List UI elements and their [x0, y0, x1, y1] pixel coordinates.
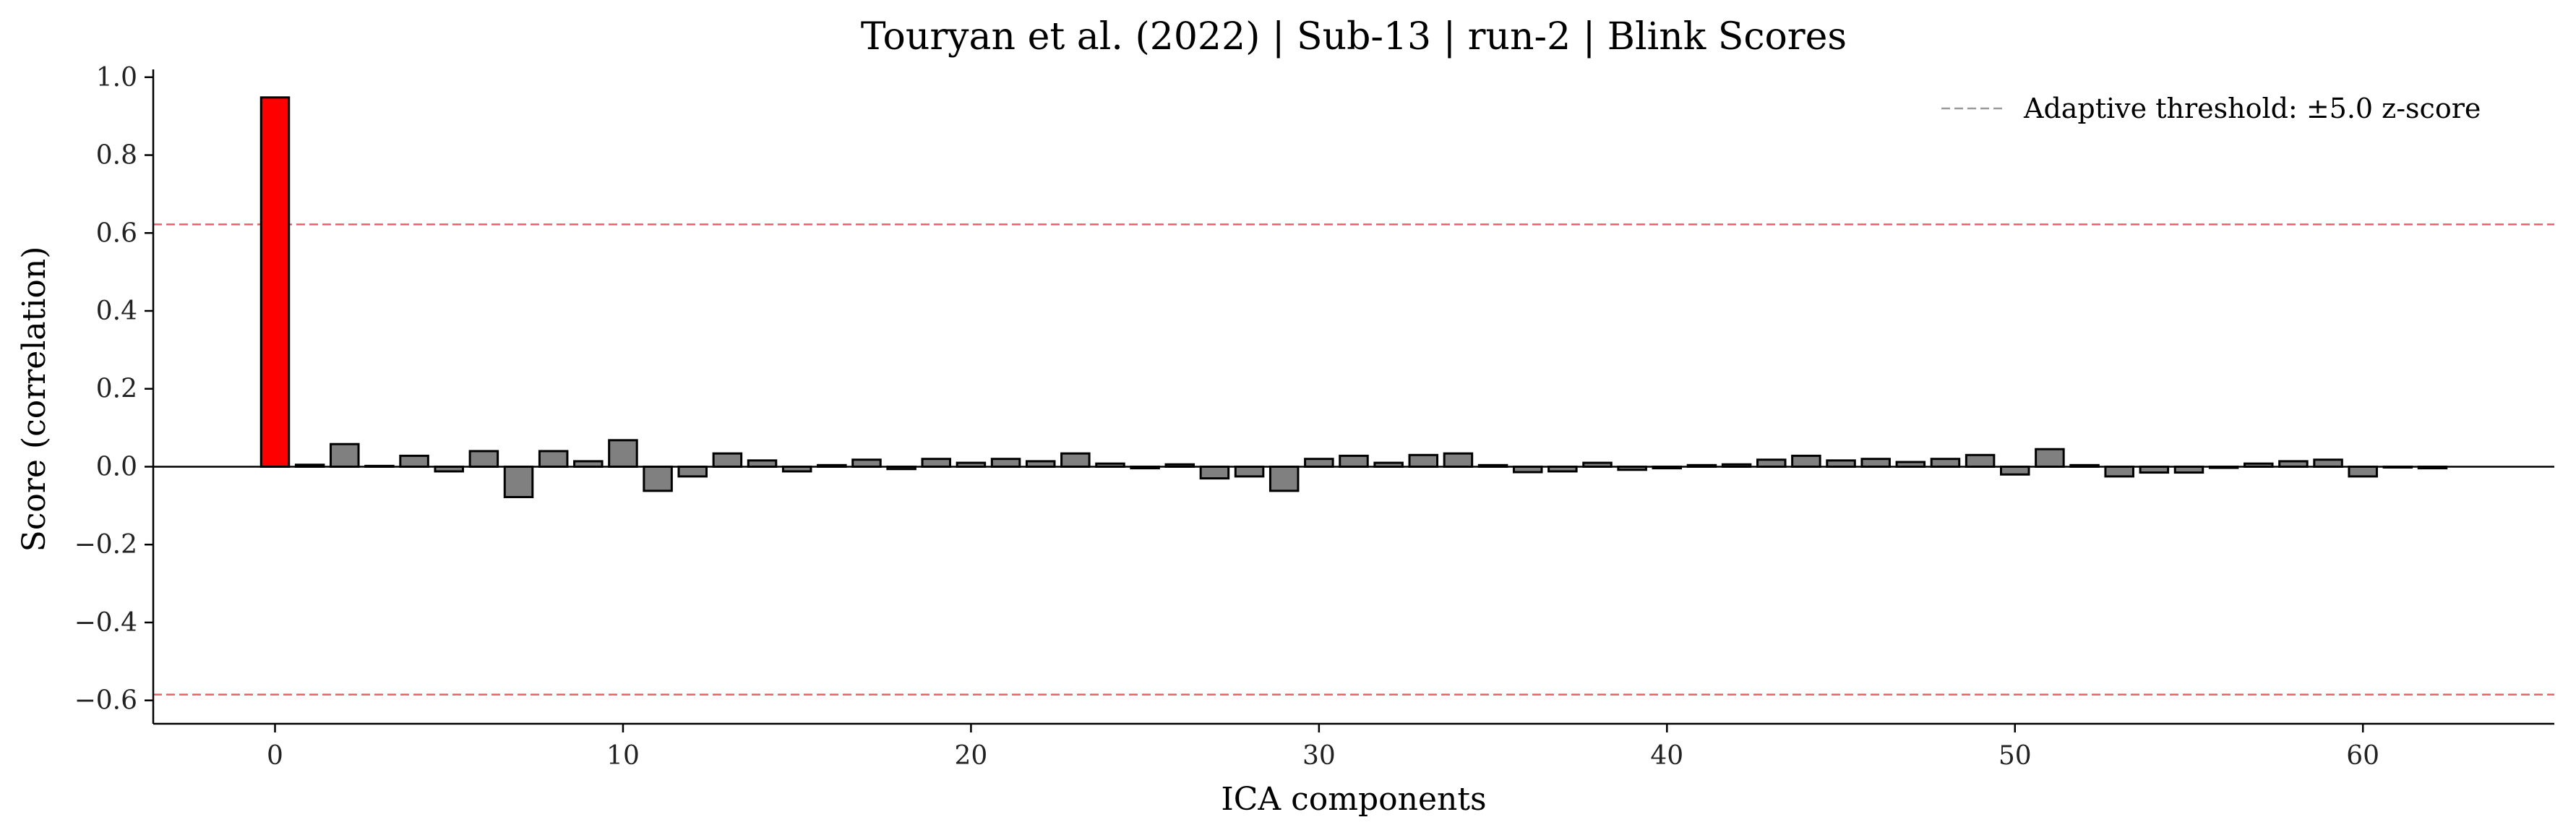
bar-component-46: [1860, 458, 1891, 468]
y-tick-label: −0.4: [74, 608, 137, 638]
x-tick-label: 60: [2346, 741, 2379, 771]
x-tick-label: 20: [954, 741, 987, 771]
x-tick-label: 50: [1998, 741, 2032, 771]
bar-component-29: [1268, 465, 1300, 492]
bar-component-12: [677, 465, 708, 478]
bar-component-4: [399, 454, 429, 468]
bar-component-6: [468, 450, 499, 468]
bar-component-23: [1060, 452, 1091, 468]
y-tick-label: 0.2: [96, 375, 137, 404]
bar-component-28: [1234, 465, 1265, 478]
bar-component-34: [1443, 452, 1474, 468]
y-tick-label: 0.0: [96, 452, 137, 482]
bar-component-43: [1756, 458, 1787, 468]
bar-component-2: [330, 442, 360, 468]
x-axis-label: ICA components: [1221, 781, 1486, 818]
y-tick-label: 0.8: [96, 141, 137, 171]
bar-component-51: [2035, 448, 2065, 468]
bar-component-11: [643, 465, 673, 492]
bar-component-7: [503, 465, 534, 498]
bar-component-48: [1930, 458, 1961, 468]
plot-area: 1.0 0.8 0.6 0.4 0.2 0.0 −0.2 −0.4 −0.6 0 10 20 30 40 5…: [74, 63, 2554, 771]
bar-component-10: [608, 439, 638, 468]
legend: Adaptive threshold: ±5.0 z-score: [1941, 93, 2481, 124]
bar-component-8: [538, 450, 569, 468]
bar-component-30: [1304, 458, 1334, 468]
bar-component-27: [1199, 465, 1230, 480]
y-tick-label: 1.0: [96, 63, 137, 93]
x-tick-label: 10: [606, 741, 640, 771]
y-tick-label: −0.2: [74, 530, 137, 560]
bar-component-45: [1826, 459, 1856, 468]
bar-component-17: [851, 458, 882, 468]
legend-label: Adaptive threshold: ±5.0 z-score: [2023, 93, 2481, 124]
x-tick-label: 30: [1302, 741, 1336, 771]
bar-component-50: [1999, 465, 2030, 476]
bar-component-49: [1965, 453, 1996, 468]
bar-component-59: [2313, 458, 2343, 468]
bar-component-44: [1791, 454, 1821, 468]
bar-component-0: [259, 96, 291, 468]
chart-title: Touryan et al. (2022) | Sub-13 | run-2 |…: [861, 15, 1847, 59]
y-tick-label: −0.6: [74, 686, 137, 716]
bar-component-14: [747, 459, 778, 468]
bar-component-31: [1339, 454, 1369, 468]
y-axis-label: Score (correlation): [16, 247, 53, 552]
bar-component-60: [2348, 465, 2378, 478]
y-tick-label: 0.4: [96, 296, 137, 326]
x-tick-label: 40: [1650, 741, 1683, 771]
bar-component-53: [2104, 465, 2134, 478]
bar-component-33: [1408, 453, 1439, 468]
y-tick-label: 0.6: [96, 218, 137, 248]
bar-component-19: [921, 458, 952, 468]
x-tick-label: 0: [267, 741, 283, 771]
bar-component-21: [990, 458, 1021, 468]
bar-component-13: [712, 452, 743, 468]
